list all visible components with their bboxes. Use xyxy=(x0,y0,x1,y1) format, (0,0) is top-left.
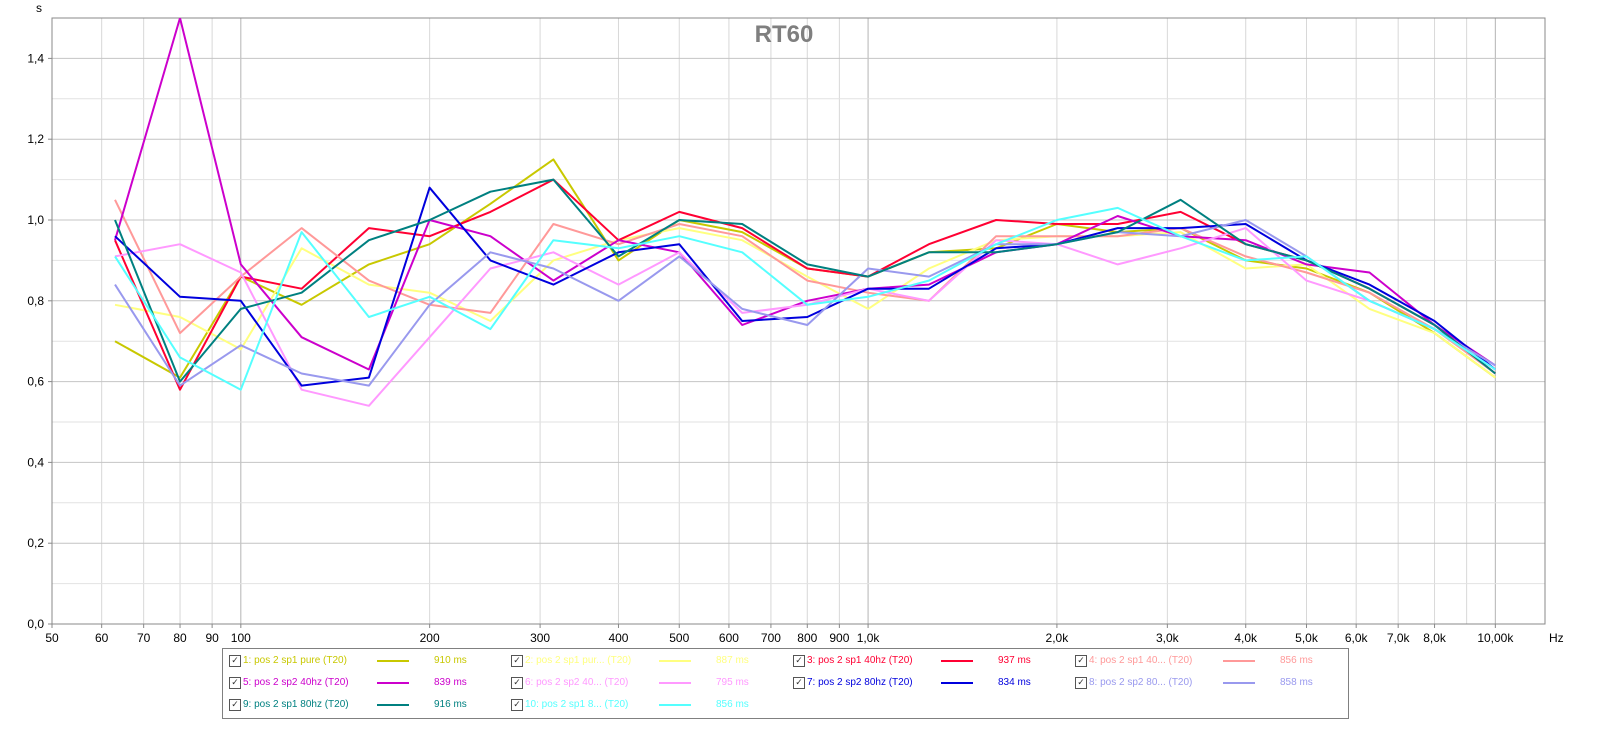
x-tick-label: 800 xyxy=(797,631,817,645)
grid xyxy=(52,18,1545,624)
legend-item-10: ✓ 10: pos 2 sp1 8... (T20) 856 ms xyxy=(507,696,789,714)
legend-label: 7: pos 2 sp2 80hz (T20) xyxy=(807,677,913,688)
legend: ✓ 1: pos 2 sp1 pure (T20) 910 ms ✓ 2: pos 2 … xyxy=(222,648,1349,719)
legend-checkbox[interactable]: ✓ xyxy=(1075,677,1087,689)
x-tick-label: 60 xyxy=(95,631,109,645)
legend-swatch xyxy=(377,704,409,706)
legend-swatch xyxy=(659,704,691,706)
x-tick-label: 600 xyxy=(719,631,739,645)
x-tick-label: 50 xyxy=(45,631,59,645)
legend-label: 3: pos 2 sp1 40hz (T20) xyxy=(807,655,913,666)
y-tick-label: 0,2 xyxy=(27,536,44,550)
series-line-5 xyxy=(114,18,1496,371)
x-axis-unit-label: Hz xyxy=(1549,631,1564,645)
x-tick-label: 200 xyxy=(420,631,440,645)
x-tick-label: 900 xyxy=(829,631,849,645)
legend-swatch xyxy=(941,660,973,662)
legend-value: 887 ms xyxy=(716,655,749,666)
legend-value: 910 ms xyxy=(434,655,467,666)
series-line-3 xyxy=(114,178,1496,391)
series-line-9 xyxy=(114,178,1496,383)
legend-label: 10: pos 2 sp1 8... (T20) xyxy=(525,699,629,710)
x-tick-label: 3,0k xyxy=(1156,631,1180,645)
y-axis-unit-label: s xyxy=(36,1,42,15)
legend-checkbox[interactable]: ✓ xyxy=(229,699,241,711)
legend-value: 839 ms xyxy=(434,677,467,688)
legend-value: 856 ms xyxy=(716,699,749,710)
legend-label: 2: pos 2 sp1 pur... (T20) xyxy=(525,655,632,666)
y-tick-label: 0,8 xyxy=(27,294,44,308)
legend-swatch xyxy=(1223,682,1255,684)
x-tick-label: 100 xyxy=(231,631,251,645)
plot-area-frame xyxy=(51,17,1546,625)
x-tick-label: 1,0k xyxy=(857,631,881,645)
legend-checkbox[interactable]: ✓ xyxy=(793,655,805,667)
legend-item-6: ✓ 6: pos 2 sp2 40... (T20) 795 ms xyxy=(507,674,789,692)
x-axis-ticks: 50 60 70 80 90 100 200 300 400 500 600 700 800 900 1,0… xyxy=(45,624,1514,645)
legend-item-2: ✓ 2: pos 2 sp1 pur... (T20) 887 ms xyxy=(507,652,789,670)
y-tick-label: 1,4 xyxy=(27,51,44,65)
legend-item-5: ✓ 5: pos 2 sp2 40hz (T20) 839 ms xyxy=(225,674,507,692)
x-tick-label: 4,0k xyxy=(1234,631,1258,645)
legend-checkbox[interactable]: ✓ xyxy=(511,655,523,667)
legend-label: 4: pos 2 sp1 40... (T20) xyxy=(1089,655,1193,666)
legend-value: 795 ms xyxy=(716,677,749,688)
x-tick-label: 400 xyxy=(608,631,628,645)
legend-swatch xyxy=(659,682,691,684)
legend-item-9: ✓ 9: pos 2 sp1 80hz (T20) 916 ms xyxy=(225,696,507,714)
series-line-8 xyxy=(114,219,1496,387)
series-line-7 xyxy=(114,186,1496,387)
y-tick-label: 0,6 xyxy=(27,375,44,389)
x-tick-label: 80 xyxy=(173,631,187,645)
x-tick-label: 7,0k xyxy=(1387,631,1411,645)
y-tick-label: 1,0 xyxy=(27,213,44,227)
y-tick-label: 0,4 xyxy=(27,455,44,469)
x-tick-label: 5,0k xyxy=(1295,631,1319,645)
chart-title: RT60 xyxy=(755,21,814,48)
legend-value: 916 ms xyxy=(434,699,467,710)
legend-item-3: ✓ 3: pos 2 sp1 40hz (T20) 937 ms xyxy=(789,652,1071,670)
x-tick-label: 700 xyxy=(761,631,781,645)
legend-label: 8: pos 2 sp2 80... (T20) xyxy=(1089,677,1193,688)
y-tick-label: 1,2 xyxy=(27,132,44,146)
legend-swatch xyxy=(377,682,409,684)
legend-value: 937 ms xyxy=(998,655,1031,666)
legend-swatch xyxy=(659,660,691,662)
legend-label: 9: pos 2 sp1 80hz (T20) xyxy=(243,699,349,710)
legend-item-7: ✓ 7: pos 2 sp2 80hz (T20) 834 ms xyxy=(789,674,1071,692)
x-tick-label: 6,0k xyxy=(1345,631,1369,645)
legend-checkbox[interactable]: ✓ xyxy=(229,677,241,689)
x-tick-label: 10,00k xyxy=(1477,631,1514,645)
legend-item-1: ✓ 1: pos 2 sp1 pure (T20) 910 ms xyxy=(225,652,507,670)
x-tick-label: 300 xyxy=(530,631,550,645)
legend-label: 1: pos 2 sp1 pure (T20) xyxy=(243,655,347,666)
y-tick-label: 0,0 xyxy=(27,617,44,631)
legend-value: 858 ms xyxy=(1280,677,1313,688)
series-line-10 xyxy=(114,206,1496,391)
series-line-4 xyxy=(114,199,1496,375)
series-line-2 xyxy=(114,227,1496,379)
legend-label: 5: pos 2 sp2 40hz (T20) xyxy=(243,677,349,688)
legend-checkbox[interactable]: ✓ xyxy=(511,677,523,689)
x-tick-label: 500 xyxy=(669,631,689,645)
legend-checkbox[interactable]: ✓ xyxy=(1075,655,1087,667)
legend-checkbox[interactable]: ✓ xyxy=(511,699,523,711)
x-tick-label: 90 xyxy=(205,631,219,645)
x-tick-label: 2,0k xyxy=(1046,631,1070,645)
legend-item-4: ✓ 4: pos 2 sp1 40... (T20) 856 ms xyxy=(1071,652,1353,670)
legend-value: 834 ms xyxy=(998,677,1031,688)
legend-value: 856 ms xyxy=(1280,655,1313,666)
legend-label: 6: pos 2 sp2 40... (T20) xyxy=(525,677,629,688)
series-lines xyxy=(114,18,1496,407)
legend-checkbox[interactable]: ✓ xyxy=(793,677,805,689)
x-tick-label: 70 xyxy=(137,631,151,645)
legend-swatch xyxy=(1223,660,1255,662)
legend-checkbox[interactable]: ✓ xyxy=(229,655,241,667)
legend-swatch xyxy=(941,682,973,684)
x-tick-label: 8,0k xyxy=(1423,631,1447,645)
y-axis-ticks: 0,0 0,2 0,4 0,6 0,8 1,0 1,2 1,4 xyxy=(27,51,52,631)
legend-item-8: ✓ 8: pos 2 sp2 80... (T20) 858 ms xyxy=(1071,674,1353,692)
legend-swatch xyxy=(377,660,409,662)
